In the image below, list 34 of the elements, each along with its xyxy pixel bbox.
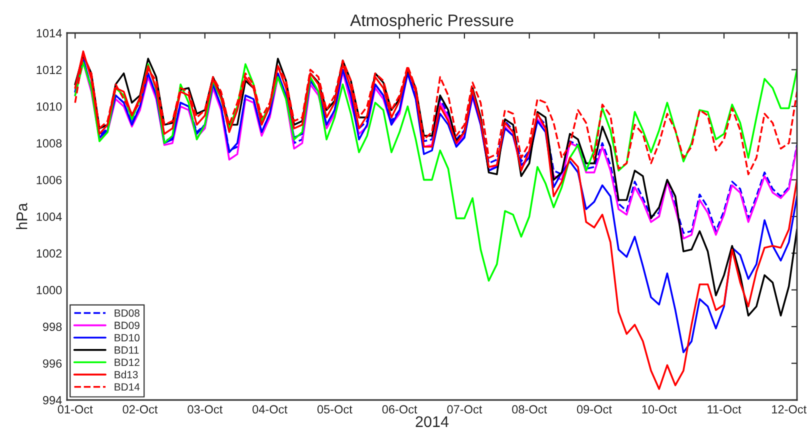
x-tick-label: 05-Oct xyxy=(317,405,352,414)
y-tick-label: 1010 xyxy=(36,102,62,111)
x-tick-label: 10-Oct xyxy=(642,405,677,414)
x-tick-label: 04-Oct xyxy=(252,405,288,414)
legend-label: BD10 xyxy=(114,334,140,342)
legend-label: Bd13 xyxy=(114,370,138,378)
x-tick-label: 02-Oct xyxy=(122,405,158,414)
y-tick-label: 1000 xyxy=(36,286,62,294)
legend-label: BD08 xyxy=(114,309,140,317)
legend-label: BD12 xyxy=(114,358,140,366)
y-tick-label: 1008 xyxy=(36,139,62,148)
y-tick-label: 994 xyxy=(42,396,62,404)
chart-title: Atmospheric Pressure xyxy=(350,14,514,30)
x-tick-label: 08-Oct xyxy=(512,405,547,414)
x-axis-title: 2014 xyxy=(416,416,449,428)
x-tick-label: 01-Oct xyxy=(58,405,93,414)
x-tick-label: 07-Oct xyxy=(447,405,482,414)
y-tick-label: 1004 xyxy=(36,212,62,221)
y-tick-label: 996 xyxy=(42,359,62,368)
line-series xyxy=(74,61,797,282)
x-tick-label: 11-Oct xyxy=(708,405,742,414)
y-tick-label: 1006 xyxy=(36,176,62,184)
legend-label: BD09 xyxy=(114,322,140,330)
y-tick-label: 1012 xyxy=(36,66,62,74)
y-tick-label: 1014 xyxy=(36,29,62,38)
y-tick-label: 998 xyxy=(42,322,62,331)
y-axis-title: hPa xyxy=(16,202,28,230)
x-tick-label: 03-Oct xyxy=(188,405,223,414)
x-tick-label: 09-Oct xyxy=(576,405,612,414)
y-tick-label: 1002 xyxy=(36,249,62,258)
x-tick-label: 12-Oct xyxy=(772,405,807,414)
x-tick-label: 06-Oct xyxy=(382,405,418,414)
legend-label: BD14 xyxy=(114,383,140,391)
legend-label: BD11 xyxy=(114,346,139,354)
